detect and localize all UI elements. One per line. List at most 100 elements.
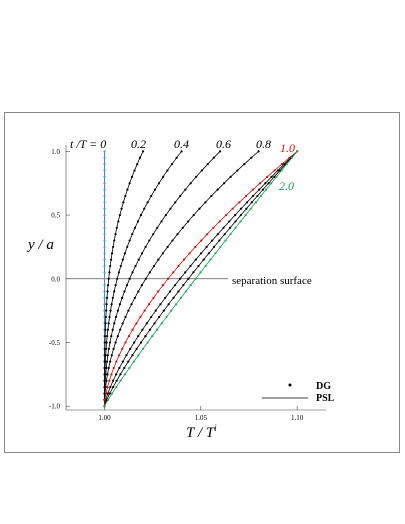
data-point-0.8 xyxy=(109,360,112,363)
data-point-2.0 xyxy=(239,220,242,223)
data-point-0.6 xyxy=(125,284,129,287)
chart-frame xyxy=(4,112,400,453)
data-point-extra-0 xyxy=(164,296,167,299)
data-point-1.0 xyxy=(238,201,241,204)
data-point-0.2 xyxy=(122,201,125,204)
data-point-0.6 xyxy=(189,182,192,185)
data-point-0.8 xyxy=(210,194,213,198)
data-point-0.8 xyxy=(107,366,110,370)
data-point-0.6 xyxy=(218,150,222,153)
data-point-2.0 xyxy=(214,252,217,255)
data-point-2.0 xyxy=(265,188,268,191)
data-point-0.8 xyxy=(198,207,201,210)
time-label-0.2: 0.2 xyxy=(131,137,146,151)
data-point-0.6 xyxy=(116,309,119,312)
data-point-extra-0 xyxy=(245,201,249,204)
data-point-0.2 xyxy=(104,315,107,319)
data-point-0.4 xyxy=(104,360,107,363)
data-point-0.4 xyxy=(113,290,116,293)
data-point-1.0 xyxy=(231,207,234,210)
data-point-1.0 xyxy=(212,226,215,229)
data-point-0 xyxy=(103,188,106,191)
data-point-0.8 xyxy=(243,163,246,166)
data-point-extra-1 xyxy=(267,182,270,185)
data-point-1.0 xyxy=(106,385,109,389)
data-point-0 xyxy=(103,207,106,210)
data-point-0.4 xyxy=(126,245,129,249)
data-point-0.6 xyxy=(195,175,198,178)
data-point-1.0 xyxy=(182,258,186,261)
data-point-0.6 xyxy=(128,277,131,280)
y-tick-label: 1.0 xyxy=(51,148,60,156)
data-point-1.0 xyxy=(172,271,175,274)
data-point-2.0 xyxy=(296,150,299,153)
data-point-extra-1 xyxy=(234,220,237,223)
data-point-2.0 xyxy=(209,258,212,261)
data-point-0.4 xyxy=(116,277,119,280)
data-point-0.8 xyxy=(144,277,147,280)
data-point-2.0 xyxy=(128,366,131,370)
data-point-0 xyxy=(103,175,106,178)
data-point-1.0 xyxy=(121,347,124,350)
data-point-0 xyxy=(103,169,106,172)
data-point-0.8 xyxy=(137,290,140,293)
data-point-2.0 xyxy=(254,201,257,204)
data-point-0 xyxy=(103,156,106,159)
data-point-0.6 xyxy=(113,322,116,325)
data-point-0.4 xyxy=(105,341,108,344)
data-point-2.0 xyxy=(244,213,247,217)
data-point-0.8 xyxy=(105,379,108,382)
data-point-1.0 xyxy=(177,264,180,268)
data-point-2.0 xyxy=(189,284,192,287)
data-point-2.0 xyxy=(141,347,145,350)
data-point-0.6 xyxy=(111,328,114,331)
separation-surface-label: separation surface xyxy=(232,275,312,287)
data-point-2.0 xyxy=(132,360,135,363)
data-point-0.4 xyxy=(166,169,169,172)
data-point-0.2 xyxy=(133,169,136,172)
data-point-2.0 xyxy=(280,169,283,172)
data-point-2.0 xyxy=(115,385,118,389)
data-point-2.0 xyxy=(204,264,207,268)
data-point-0.4 xyxy=(153,188,157,191)
data-point-0.6 xyxy=(164,213,167,217)
data-point-1.0 xyxy=(161,284,165,287)
data-point-0.2 xyxy=(138,156,142,159)
data-point-extra-0 xyxy=(222,226,225,229)
data-point-0.2 xyxy=(103,341,107,344)
time-label-0.8: 0.8 xyxy=(256,137,271,151)
data-point-0.4 xyxy=(114,284,117,287)
data-point-0.8 xyxy=(216,188,219,191)
data-point-extra-0 xyxy=(159,303,162,306)
data-point-extra-1 xyxy=(153,322,156,325)
data-point-2.0 xyxy=(224,239,227,242)
data-point-extra-1 xyxy=(167,303,170,306)
data-point-0.6 xyxy=(123,290,126,293)
data-point-0 xyxy=(103,239,106,242)
data-point-0.4 xyxy=(111,296,114,299)
data-point-0.2 xyxy=(111,245,115,249)
data-point-1.0 xyxy=(131,328,134,331)
data-point-0.8 xyxy=(130,303,133,306)
data-point-0.6 xyxy=(212,156,215,159)
data-point-extra-1 xyxy=(245,207,248,210)
data-point-1.0 xyxy=(112,366,115,370)
data-point-0.4 xyxy=(123,252,127,255)
data-point-0 xyxy=(103,277,106,280)
data-point-0 xyxy=(103,213,106,217)
data-point-1.0 xyxy=(135,322,138,325)
data-point-0 xyxy=(103,284,106,287)
data-point-extra-0 xyxy=(184,271,187,274)
data-point-0.8 xyxy=(181,226,184,229)
data-point-1.0 xyxy=(143,309,146,312)
data-point-0.2 xyxy=(104,322,107,325)
data-point-extra-1 xyxy=(182,284,185,287)
data-point-extra-1 xyxy=(131,354,134,357)
data-point-extra-1 xyxy=(192,271,195,274)
data-point-0.4 xyxy=(128,239,131,242)
data-point-0 xyxy=(103,226,106,229)
data-point-0.6 xyxy=(114,315,118,319)
data-point-extra-0 xyxy=(264,182,267,185)
legend-dg-label: DG xyxy=(316,381,331,392)
